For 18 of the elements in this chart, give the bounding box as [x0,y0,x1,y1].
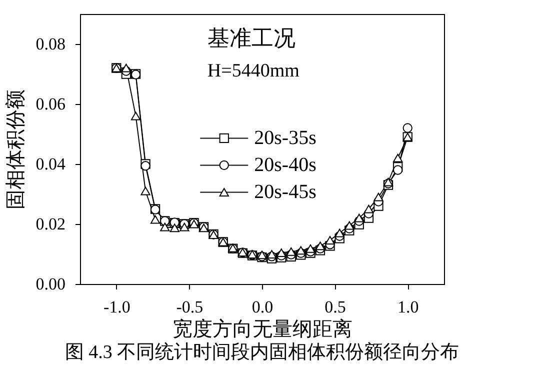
y-tick-label: 0.08 [36,34,66,54]
y-tick-label: 0.00 [36,274,66,294]
x-tick-label: -1.0 [103,298,130,316]
y-axis-title: 固相体积份额 [4,90,27,210]
legend-label: 20s-40s [254,154,317,176]
caption: 图 4.3 不同统计时间段内固相体积份额径向分布 [64,341,460,363]
annotation: 基准工况 [207,25,296,50]
y-tick-label: 0.06 [36,94,66,114]
x-axis-title: 宽度方向无量纲距离 [172,318,352,340]
legend-label: 20s-35s [254,127,317,150]
annotation: H=5440mm [207,60,300,82]
x-tick-label: 0.0 [252,298,274,316]
x-tick-label: -0.5 [176,298,204,316]
legend-label: 20s-45s [254,181,317,204]
y-tick-label: 0.02 [36,214,66,234]
y-tick-label: 0.04 [36,154,66,174]
x-tick-label: 0.5 [324,298,346,316]
x-tick-label: 1.0 [397,298,419,316]
